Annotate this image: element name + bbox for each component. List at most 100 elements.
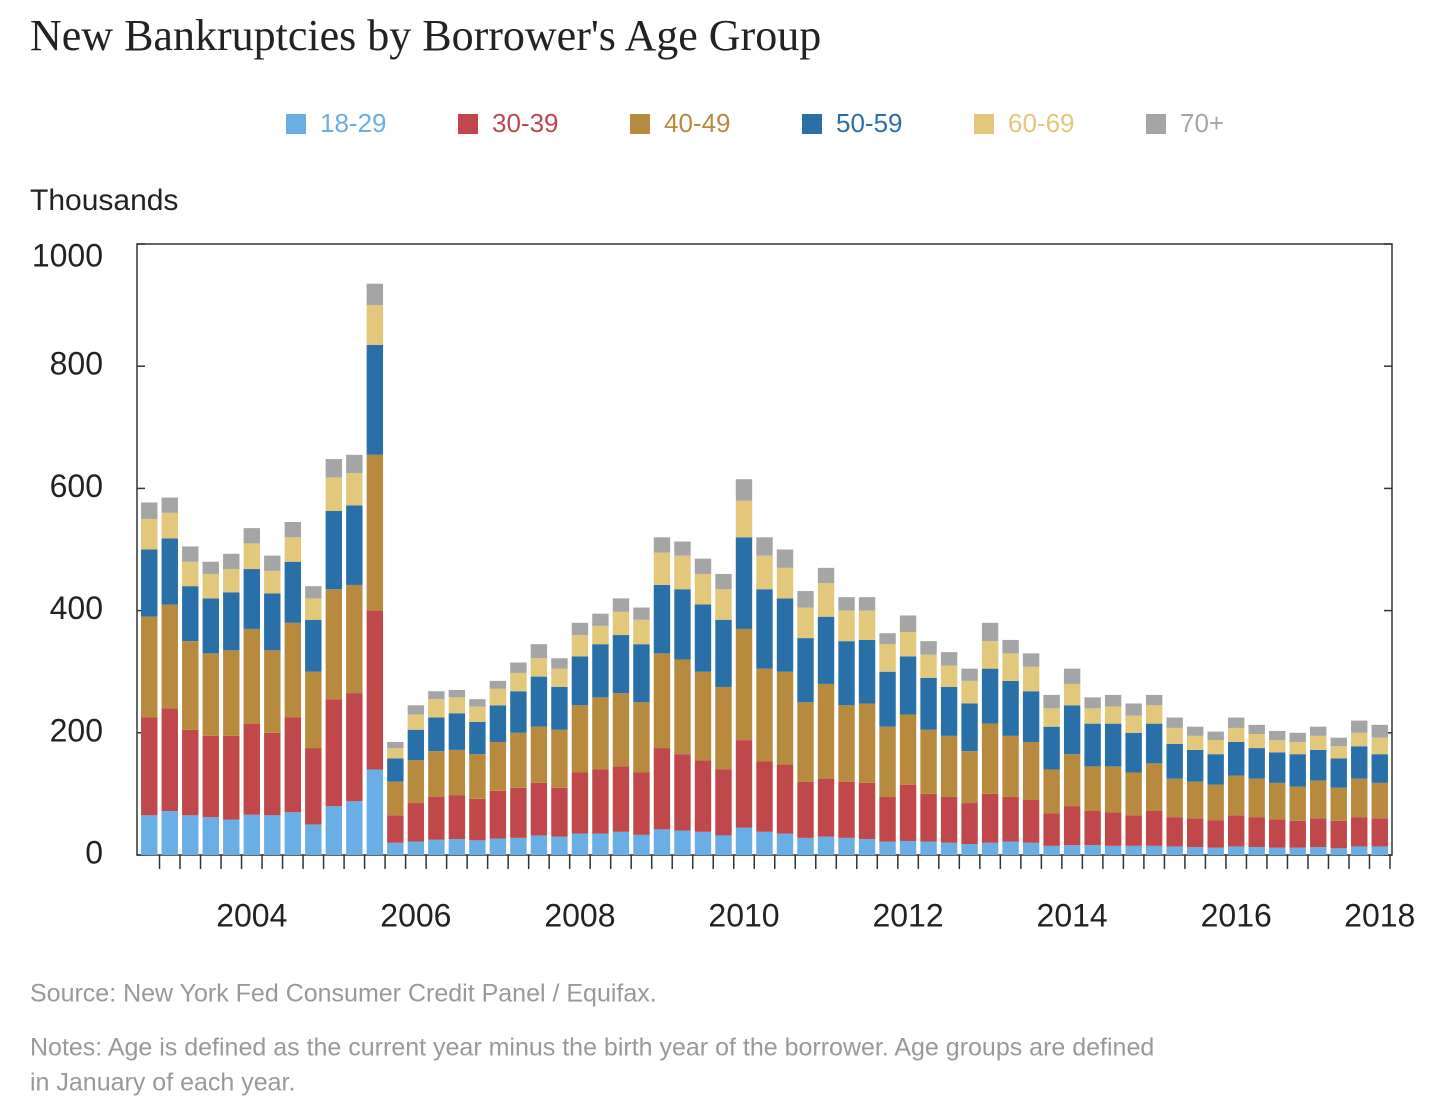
bar-segment <box>940 686 958 736</box>
bar-segment <box>1022 842 1040 855</box>
bar-segment <box>879 726 896 797</box>
bar-segment <box>469 840 486 855</box>
bar-segment <box>920 841 937 855</box>
bar-segment <box>1104 812 1122 846</box>
bar-segment <box>1166 743 1183 779</box>
bar-segment <box>756 555 773 590</box>
bar-segment <box>674 830 691 855</box>
bar-segment <box>838 597 855 611</box>
bar-segment <box>612 611 630 636</box>
bar-segment <box>694 604 712 672</box>
bar-segment <box>182 586 199 642</box>
bar-segment <box>1207 731 1224 741</box>
bar-segment <box>1207 784 1224 821</box>
bar-segment <box>940 652 958 666</box>
bar-segment <box>1145 694 1163 706</box>
bar-segment <box>1145 763 1163 812</box>
bar-segment <box>1310 749 1327 781</box>
bar-segment <box>284 622 302 718</box>
bar-segment <box>325 589 343 700</box>
bar-segment <box>592 769 609 834</box>
bar-segment <box>1269 847 1286 855</box>
bar-segment <box>756 589 773 669</box>
bar-segment <box>161 538 178 605</box>
bar-segment <box>202 817 219 855</box>
bar-segment <box>305 619 322 672</box>
legend-swatch <box>974 114 994 134</box>
x-tick-label: 2010 <box>708 897 779 933</box>
bar-segment <box>346 693 363 802</box>
bar-segment <box>530 726 548 783</box>
bar-segment <box>387 741 404 749</box>
bar-segment <box>182 561 199 587</box>
bar-segment <box>756 831 773 855</box>
bar-segment <box>1289 754 1306 787</box>
bar-segment <box>202 573 219 599</box>
bar-segment <box>223 819 240 855</box>
bar-segment <box>1330 758 1347 788</box>
bar-segment <box>1227 775 1245 816</box>
bar-segment <box>899 714 917 785</box>
y-tick-label: 400 <box>50 590 103 626</box>
bar-segment <box>612 598 630 612</box>
legend-swatch <box>630 114 650 134</box>
bar-segment <box>305 671 322 749</box>
y-tick-label: 1000 <box>32 237 103 273</box>
bar-segment <box>940 842 958 855</box>
bar-segment <box>1125 815 1142 846</box>
bar-segment <box>961 803 978 845</box>
bar-segment <box>817 778 835 837</box>
bar-segment <box>1063 754 1081 807</box>
bar-segment <box>653 552 671 585</box>
legend-swatch <box>286 114 306 134</box>
bar-segment <box>161 708 178 812</box>
bar-segment <box>735 500 753 538</box>
bar-segment <box>1289 786 1306 821</box>
bar-segment <box>1371 754 1388 783</box>
bar-segment <box>243 723 260 815</box>
bar-segment <box>223 650 240 736</box>
bar-segment <box>1063 845 1081 855</box>
bar-segment <box>448 839 466 855</box>
bar-segment <box>243 628 260 724</box>
bar-segment <box>1145 705 1163 724</box>
bar-segment <box>879 644 896 672</box>
bar-segment <box>1248 724 1265 735</box>
bar-segment <box>366 344 384 455</box>
bar-segment <box>366 305 384 345</box>
bar-segment <box>653 537 671 553</box>
bar-segment <box>715 619 732 687</box>
legend-swatch <box>1146 114 1166 134</box>
bar-segment <box>653 584 671 654</box>
bar-segment <box>1207 754 1224 785</box>
bar-segment <box>243 543 260 570</box>
bar-segment <box>202 598 219 654</box>
bar-segment <box>879 796 896 842</box>
bar-segment <box>1248 748 1265 779</box>
note: in January of each year. <box>30 1069 295 1097</box>
bar-segment <box>284 537 302 562</box>
bar-segment <box>592 625 609 645</box>
bar-segment <box>899 656 917 715</box>
bar-segment <box>797 781 814 838</box>
bar-segment <box>1104 706 1122 724</box>
bar-segment <box>551 668 568 687</box>
bar-segment <box>1269 730 1286 741</box>
bar-segment <box>961 668 978 681</box>
bar-segment <box>694 558 712 574</box>
bar-segment <box>510 672 527 692</box>
bar-segment <box>489 741 507 791</box>
bar-segment <box>1207 740 1224 755</box>
bar-segment <box>920 729 937 794</box>
bar-segment <box>469 798 486 841</box>
x-tick-label: 2004 <box>216 897 287 933</box>
bar-segment <box>756 761 773 832</box>
bar-segment <box>838 641 855 706</box>
bar-segment <box>981 793 999 843</box>
bar-segment <box>776 549 794 568</box>
bar-segment <box>858 703 876 783</box>
bar-segment <box>1310 847 1327 855</box>
bar-segment <box>694 573 712 605</box>
bar-segment <box>346 801 363 855</box>
bar-segment <box>489 705 507 742</box>
